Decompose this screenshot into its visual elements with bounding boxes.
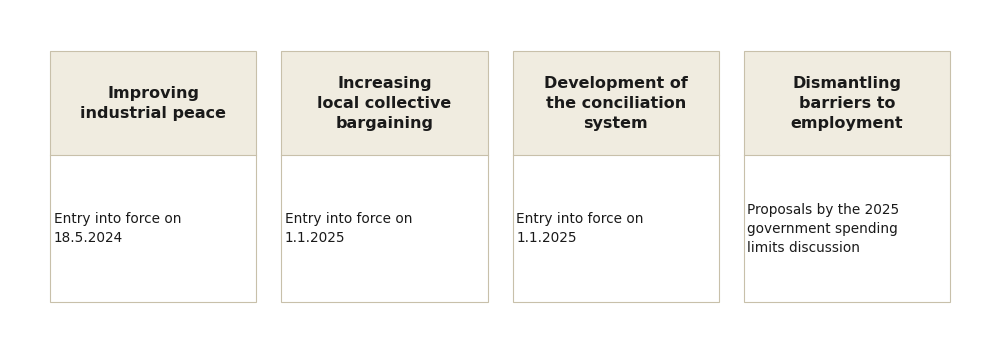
Bar — [50, 51, 256, 155]
Text: Dismantling
barriers to
employment: Dismantling barriers to employment — [791, 75, 903, 131]
Text: Development of
the conciliation
system: Development of the conciliation system — [544, 75, 688, 131]
Text: Entry into force on
1.1.2025: Entry into force on 1.1.2025 — [285, 212, 412, 245]
Bar — [281, 155, 488, 302]
Text: Entry into force on
18.5.2024: Entry into force on 18.5.2024 — [54, 212, 181, 245]
Bar — [512, 155, 719, 302]
Bar — [744, 51, 950, 155]
Bar — [50, 155, 256, 302]
Bar — [744, 155, 950, 302]
Text: Entry into force on
1.1.2025: Entry into force on 1.1.2025 — [516, 212, 644, 245]
Text: Proposals by the 2025
government spending
limits discussion: Proposals by the 2025 government spendin… — [747, 203, 900, 255]
Bar — [281, 51, 488, 155]
Text: Increasing
local collective
bargaining: Increasing local collective bargaining — [317, 75, 452, 131]
Bar — [512, 51, 719, 155]
Text: Improving
industrial peace: Improving industrial peace — [80, 86, 226, 121]
